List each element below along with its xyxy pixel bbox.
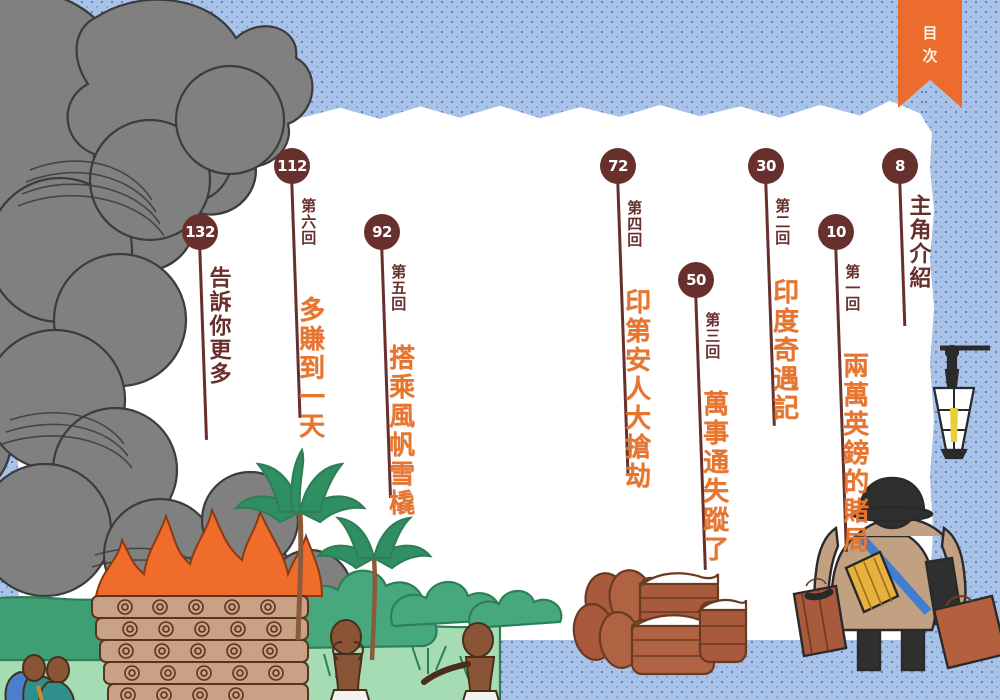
toc-page-number-pin[interactable]: 132 — [182, 214, 218, 250]
toc-chapter-label: 第六回 — [299, 198, 318, 246]
ribbon-label-line2: 次 — [922, 47, 938, 65]
toc-chapter-label: 第三回 — [703, 312, 722, 360]
toc-chapter-label: 第五回 — [389, 264, 408, 312]
toc-page-number-pin[interactable]: 10 — [818, 214, 854, 250]
toc-page-number-pin[interactable]: 30 — [748, 148, 784, 184]
toc-chapter-title[interactable]: 搭乘風帆雪橇 — [384, 344, 415, 518]
toc-chapter-title[interactable]: 告訴你更多 — [205, 266, 231, 386]
toc-page-number-pin[interactable]: 50 — [678, 262, 714, 298]
toc-page-number-pin[interactable]: 8 — [882, 148, 918, 184]
toc-chapter-title[interactable]: 多賺到一天 — [294, 296, 325, 441]
toc-page-number-pin[interactable]: 72 — [600, 148, 636, 184]
toc-chapter-title[interactable]: 主角介紹 — [905, 194, 931, 290]
toc-chapter-title[interactable]: 兩萬英鎊的賭局 — [838, 352, 869, 555]
ribbon-label-line1: 目 — [922, 24, 938, 42]
toc-chapter-title[interactable]: 萬事通失蹤了 — [698, 390, 729, 564]
toc-chapter-label: 第四回 — [625, 200, 644, 248]
toc-chapter-title[interactable]: 印度奇遇記 — [768, 278, 799, 423]
toc-chapter-label: 第二回 — [773, 198, 792, 246]
toc-page-number-pin[interactable]: 112 — [274, 148, 310, 184]
toc-chapter-label: 第一回 — [843, 264, 862, 312]
toc-page-number-pin[interactable]: 92 — [364, 214, 400, 250]
toc-chapter-title[interactable]: 印第安人大搶劫 — [620, 288, 651, 491]
